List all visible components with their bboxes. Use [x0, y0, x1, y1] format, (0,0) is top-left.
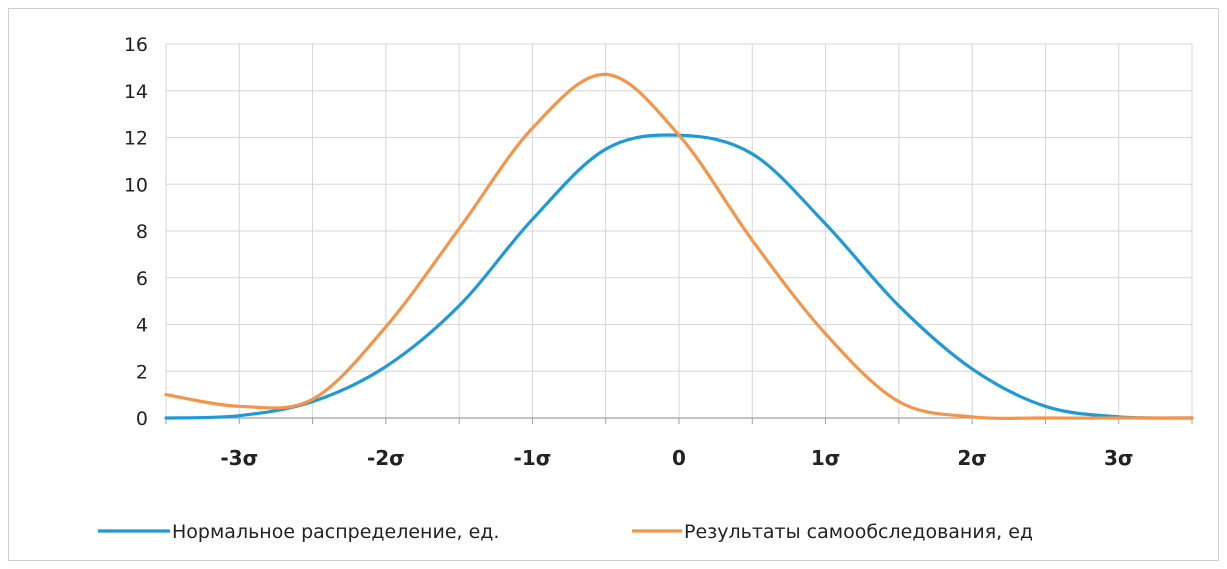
- y-tick-label: 2: [136, 361, 148, 383]
- legend-label-2: Результаты самообследования, ед: [684, 521, 1033, 543]
- y-tick-label: 10: [124, 174, 148, 196]
- x-tick-label: 0: [672, 446, 686, 470]
- legend-label-1: Нормальное распределение, ед.: [172, 521, 499, 543]
- gridlines: [165, 43, 1193, 418]
- y-tick-label: 12: [124, 128, 148, 150]
- legend: Нормальное распределение, ед. Результаты …: [98, 521, 1033, 543]
- x-axis-ticks: -3σ -2σ -1σ 0 1σ 2σ 3σ: [220, 446, 1133, 470]
- y-tick-label: 14: [124, 81, 148, 103]
- series-lines: [164, 72, 1194, 420]
- y-tick-label: 8: [136, 221, 148, 243]
- x-tick-label: -1σ: [514, 446, 552, 470]
- y-axis-ticks: 0 2 4 6 8 10 12 14 16: [124, 34, 148, 430]
- y-tick-label: 16: [124, 34, 148, 56]
- y-tick-label: 6: [136, 268, 148, 290]
- x-axis-tickmarks: [165, 418, 1193, 424]
- x-tick-label: 2σ: [957, 446, 987, 470]
- x-tick-label: -2σ: [367, 446, 405, 470]
- x-tick-label: 1σ: [811, 446, 841, 470]
- x-tick-label: 3σ: [1104, 446, 1134, 470]
- series-line-2: [164, 72, 1194, 420]
- x-tick-label: -3σ: [220, 446, 258, 470]
- chart-frame: [8, 8, 1219, 561]
- y-tick-label: 4: [136, 315, 148, 337]
- y-tick-label: 0: [136, 408, 148, 430]
